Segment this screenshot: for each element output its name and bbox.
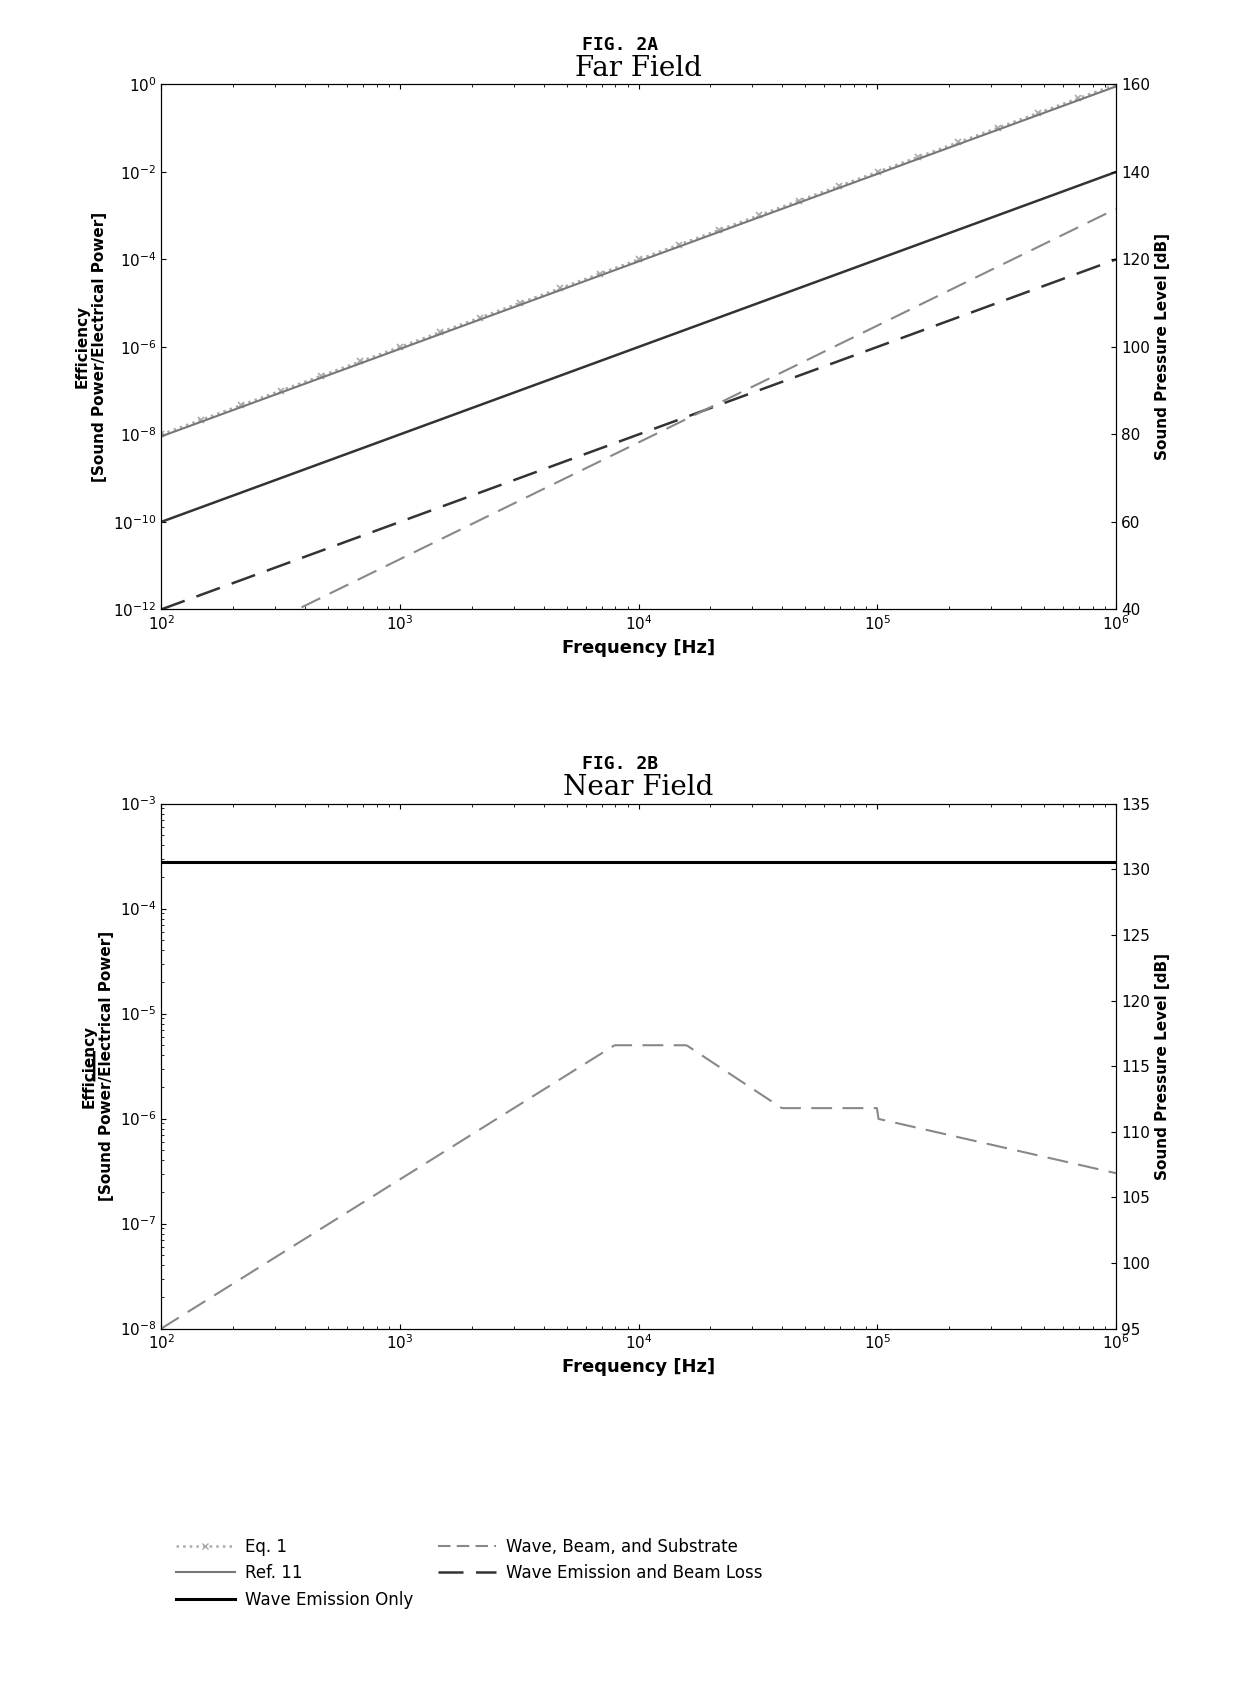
Wave Emission and Beam Loss (873, 336, 888, 356)
Eq. 1 (154, 424, 169, 444)
Eq. 1 (399, 334, 414, 355)
Wave Emission and Beam Loss (399, 510, 414, 530)
Wave Emission Only (154, 512, 169, 532)
Eq. 1 (1109, 74, 1123, 95)
Wave Emission Only (791, 279, 806, 299)
Wave, Beam, and Substrate (873, 314, 888, 334)
Wave Emission Only (717, 306, 732, 326)
Line: Ref. 11: Ref. 11 (161, 86, 1116, 436)
Wave Emission Only (322, 449, 337, 470)
Line: Eq. 1: Eq. 1 (157, 81, 1120, 437)
Wave Emission Only (399, 422, 414, 443)
Ref. 11 (873, 162, 888, 182)
Ref. 11 (1109, 76, 1123, 96)
Eq. 1 (717, 218, 732, 238)
Line: Wave Emission Only: Wave Emission Only (161, 172, 1116, 522)
Legend: Eq. 1, Ref. 11, Wave Emission Only, Wave, Beam, and Substrate, Wave Emission and: Eq. 1, Ref. 11, Wave Emission Only, Wave… (170, 1532, 769, 1615)
Title: Near Field: Near Field (563, 774, 714, 801)
X-axis label: Frequency [Hz]: Frequency [Hz] (562, 638, 715, 657)
Y-axis label: Efficiency
[Sound Power/Electrical Power]: Efficiency [Sound Power/Electrical Power… (74, 211, 108, 481)
Wave Emission and Beam Loss (585, 441, 600, 461)
Ref. 11 (717, 220, 732, 240)
Wave Emission and Beam Loss (717, 394, 732, 414)
Wave Emission and Beam Loss (1109, 250, 1123, 270)
Ref. 11 (399, 336, 414, 356)
Eq. 1 (873, 160, 888, 181)
Y-axis label: Sound Pressure Level [dB]: Sound Pressure Level [dB] (1156, 953, 1171, 1179)
Wave, Beam, and Substrate (791, 355, 806, 375)
Wave, Beam, and Substrate (717, 390, 732, 410)
Title: Far Field: Far Field (575, 56, 702, 83)
Wave Emission and Beam Loss (791, 365, 806, 385)
Y-axis label: Sound Pressure Level [dB]: Sound Pressure Level [dB] (1156, 233, 1171, 461)
Wave, Beam, and Substrate (1109, 199, 1123, 220)
Line: Wave, Beam, and Substrate: Wave, Beam, and Substrate (161, 209, 1116, 676)
Line: Wave Emission and Beam Loss: Wave Emission and Beam Loss (161, 260, 1116, 610)
Y-axis label: Efficiency
[Sound Power/Electrical Power]: Efficiency [Sound Power/Electrical Power… (82, 931, 114, 1201)
Ref. 11 (154, 426, 169, 446)
Wave Emission Only (1109, 162, 1123, 182)
Wave, Beam, and Substrate (154, 665, 169, 686)
Ref. 11 (585, 269, 600, 289)
Wave Emission Only (585, 353, 600, 373)
Wave Emission and Beam Loss (154, 600, 169, 620)
Eq. 1 (791, 191, 806, 211)
Wave Emission Only (873, 248, 888, 269)
Ref. 11 (322, 365, 337, 385)
Eq. 1 (322, 363, 337, 383)
Text: FIG. 2A: FIG. 2A (582, 35, 658, 54)
X-axis label: Frequency [Hz]: Frequency [Hz] (562, 1358, 715, 1377)
Wave, Beam, and Substrate (399, 546, 414, 566)
Text: FIG. 2B: FIG. 2B (582, 755, 658, 774)
Wave, Beam, and Substrate (322, 583, 337, 603)
Eq. 1 (585, 265, 600, 285)
Wave Emission and Beam Loss (322, 537, 337, 557)
Text: |: | (88, 1051, 98, 1081)
Wave, Beam, and Substrate (585, 454, 600, 475)
Ref. 11 (791, 193, 806, 213)
